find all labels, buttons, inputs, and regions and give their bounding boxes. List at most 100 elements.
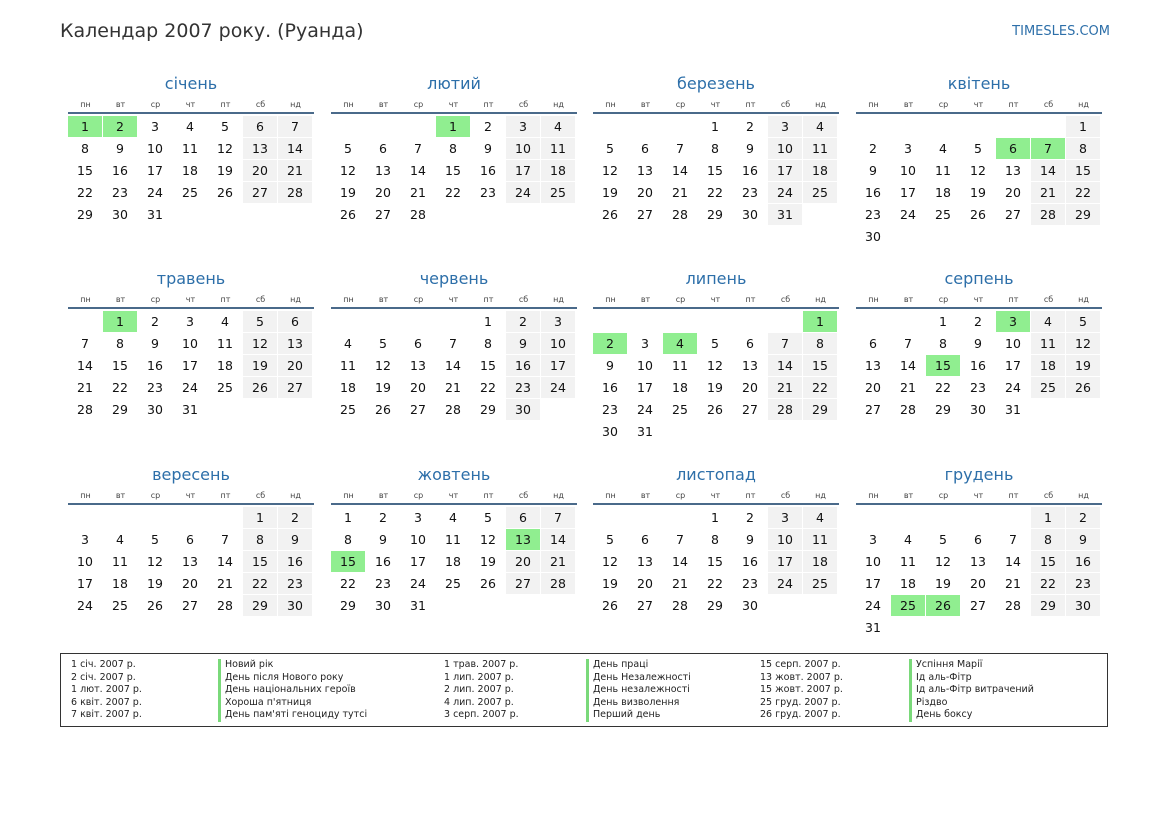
weekday-label: вт: [378, 100, 389, 109]
day-cell: 5: [711, 336, 719, 351]
day-cell: 11: [935, 163, 951, 178]
weekday-header: пн вт ср чт пт сб нд: [593, 100, 839, 110]
day-cell: 19: [707, 380, 723, 395]
weekday-label: пт: [483, 100, 494, 109]
day-cell: 7: [676, 532, 684, 547]
day-cell: 28: [410, 207, 426, 222]
legend-date: 6 квіт. 2007 р.: [71, 696, 142, 708]
day-cell: 2: [506, 311, 540, 332]
weekday-label: пт: [483, 491, 494, 500]
day-cell: 26: [217, 185, 233, 200]
day-cell: 6: [414, 336, 422, 351]
day-cell: 26: [375, 402, 391, 417]
day-cell: 4: [803, 507, 837, 528]
day-cell: 28: [278, 182, 312, 203]
day-cell: 15: [707, 163, 723, 178]
day-cell: 12: [935, 554, 951, 569]
day-cell: 25: [445, 576, 461, 591]
legend-holiday-name: День визволення: [586, 696, 691, 709]
day-cell: 19: [217, 163, 233, 178]
day-cell: 2: [746, 510, 754, 525]
legend-date: 26 груд. 2007 р.: [760, 709, 841, 720]
legend-date: 1 трав. 2007 р.: [444, 659, 519, 670]
day-cell: 23: [506, 377, 540, 398]
day-cell: 20: [970, 576, 986, 591]
day-cell: 3: [768, 507, 802, 528]
weekday-label: вт: [115, 295, 126, 304]
day-cell: 16: [865, 185, 881, 200]
day-cell: 10: [182, 336, 198, 351]
holiday-day-cell: 7: [1031, 138, 1065, 159]
weekday-label: пт: [220, 100, 231, 109]
day-cell: 16: [112, 163, 128, 178]
day-cell: 10: [768, 138, 802, 159]
day-cell: 10: [410, 532, 426, 547]
day-cell: 14: [410, 163, 426, 178]
day-cell: 27: [506, 573, 540, 594]
page-title: Календар 2007 року. (Руанда): [60, 20, 364, 42]
day-cell: 15: [243, 551, 277, 572]
day-cell: 17: [541, 355, 575, 376]
holiday-day-cell: 4: [663, 333, 697, 354]
day-cell: 23: [742, 185, 758, 200]
day-cell: 2: [278, 507, 312, 528]
day-cell: 9: [606, 358, 614, 373]
holiday-day-cell: 1: [436, 116, 470, 137]
day-cell: 15: [803, 355, 837, 376]
weekday-label: ср: [938, 491, 949, 500]
day-cell: 2: [746, 119, 754, 134]
day-cell: 24: [768, 182, 802, 203]
day-cell: 17: [410, 554, 426, 569]
day-cell: 14: [672, 554, 688, 569]
weekday-label: чт: [448, 295, 459, 304]
day-cell: 22: [112, 380, 128, 395]
day-cell: 29: [1066, 204, 1100, 225]
weekday-label: пт: [745, 295, 756, 304]
day-cell: 12: [340, 163, 356, 178]
day-cell: 1: [344, 510, 352, 525]
legend-holiday-name: Новий рік: [218, 659, 367, 672]
day-cell: 27: [410, 402, 426, 417]
holiday-legend: 1 січ. 2007 р. 2 січ. 2007 р. 1 лют. 2007 …: [60, 653, 1108, 727]
legend-holiday-name: День Незалежності: [586, 671, 691, 684]
weekday-label: вт: [903, 295, 914, 304]
day-cell: 1: [484, 314, 492, 329]
day-cell: 31: [865, 620, 881, 635]
weekday-label: вт: [640, 100, 651, 109]
weekday-label: нд: [815, 295, 826, 304]
day-cell: 11: [217, 336, 233, 351]
day-cell: 29: [935, 402, 951, 417]
day-cell: 7: [414, 141, 422, 156]
day-cell: 29: [707, 598, 723, 613]
day-cell: 14: [672, 163, 688, 178]
weekday-header: пн вт ср чт пт сб нд: [856, 491, 1102, 501]
day-cell: 19: [1066, 355, 1100, 376]
day-cell: 5: [939, 532, 947, 547]
day-cell: 3: [641, 336, 649, 351]
day-cell: 8: [1031, 529, 1065, 550]
weekday-label: нд: [553, 491, 564, 500]
day-cell: 8: [344, 532, 352, 547]
day-cell: 5: [974, 141, 982, 156]
day-cell: 18: [672, 380, 688, 395]
weekday-label: сб: [1043, 295, 1054, 304]
month-name: вересень: [152, 465, 230, 484]
day-cell: 6: [641, 532, 649, 547]
weekday-label: ср: [938, 295, 949, 304]
day-cell: 31: [637, 424, 653, 439]
day-cell: 15: [707, 554, 723, 569]
day-cell: 19: [340, 185, 356, 200]
site-brand-link[interactable]: TIMESLES.COM: [1012, 24, 1110, 39]
day-cell: 28: [445, 402, 461, 417]
day-cell: 22: [935, 380, 951, 395]
weekday-label: пт: [1008, 491, 1019, 500]
day-cell: 20: [1005, 185, 1021, 200]
day-cell: 31: [182, 402, 198, 417]
weekday-label: пт: [745, 491, 756, 500]
weekday-label: нд: [1078, 100, 1089, 109]
day-cell: 1: [711, 510, 719, 525]
day-cell: 17: [768, 160, 802, 181]
day-cell: 1: [711, 119, 719, 134]
day-cell: 23: [865, 207, 881, 222]
legend-holiday-name: День незалежності: [586, 684, 691, 697]
